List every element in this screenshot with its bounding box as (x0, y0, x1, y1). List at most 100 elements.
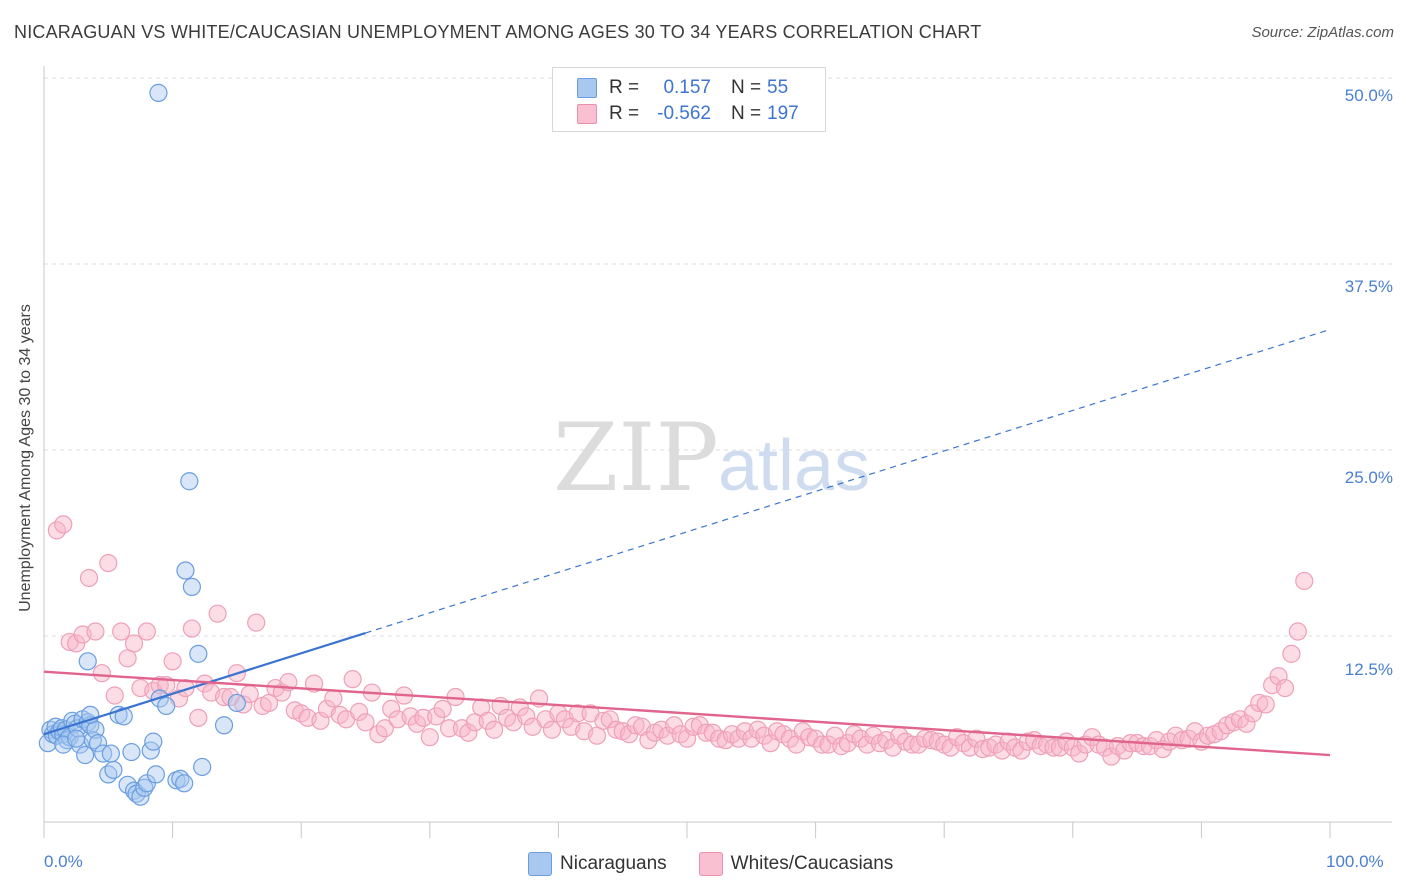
nicaraguan-point (101, 744, 120, 763)
white-caucasian-point (375, 719, 394, 738)
white-caucasian-point (600, 710, 619, 729)
white-caucasian-trend-line (43, 670, 1331, 757)
white-caucasian-point (1250, 693, 1269, 713)
y-tick-label: 25.0% (1344, 468, 1393, 487)
white-caucasian-point (439, 719, 459, 738)
legend-item-label: Nicaraguans (560, 853, 667, 874)
white-caucasian-point (92, 664, 111, 683)
y-tick-label: 37.5% (1344, 277, 1393, 296)
nicaraguan-point (175, 774, 194, 793)
correlation-legend: R = 0.157 N = 55 R = -0.562 N = 197 (552, 67, 826, 132)
white-caucasian-point (639, 731, 658, 750)
white-caucasian-point (124, 634, 144, 653)
trend-lines (43, 328, 1331, 757)
legend-n-value: 197 (767, 103, 799, 124)
white-caucasian-point (478, 711, 497, 730)
legend-swatch-pink (698, 852, 723, 876)
nicaraguan-point (182, 577, 201, 596)
white-caucasian-point (485, 720, 504, 739)
white-caucasian-point (459, 723, 478, 742)
legend-row-whites: R = -0.562 N = 197 (577, 102, 799, 126)
nicaraguan-point (67, 729, 86, 748)
white-caucasian-point (150, 676, 169, 695)
white-caucasian-point (542, 720, 562, 739)
legend-r-label: R = (609, 103, 640, 124)
legend-r-value: -0.562 (657, 103, 711, 124)
white-caucasian-point (67, 634, 86, 653)
nicaraguan-point (193, 757, 212, 777)
white-caucasian-point (382, 699, 401, 719)
nicaraguan-trend-extension (365, 328, 1331, 634)
nicaraguan-trend-line (43, 631, 366, 736)
white-caucasian-point (626, 716, 645, 735)
white-caucasian-point (189, 708, 208, 727)
white-caucasian-point (1288, 622, 1307, 641)
white-caucasian-point (356, 713, 375, 732)
nicaraguan-point (189, 644, 208, 663)
axes (43, 66, 1392, 838)
white-caucasian-point (234, 695, 253, 714)
white-caucasian-point (517, 707, 536, 726)
gridlines (44, 77, 1392, 637)
y-tick-label: 12.5% (1344, 660, 1393, 679)
legend-r-label: R = (609, 77, 640, 98)
chart-title: NICARAGUAN VS WHITE/CAUCASIAN UNEMPLOYME… (14, 22, 982, 42)
white-caucasian-point (247, 613, 266, 632)
white-caucasian-point (1295, 571, 1314, 591)
white-caucasian-point (208, 604, 227, 623)
nicaraguan-point (146, 765, 165, 784)
white-caucasian-point (433, 699, 452, 719)
white-caucasian-point (137, 622, 156, 641)
white-caucasian-point (1243, 704, 1262, 723)
white-caucasian-point (568, 704, 587, 723)
nicaraguan-point (144, 732, 163, 751)
white-caucasian-point (1082, 728, 1102, 747)
nicaraguan-point (149, 83, 168, 102)
nicaraguan-point (176, 561, 195, 580)
nicaraguan-point (180, 472, 199, 491)
white-caucasian-point (1012, 741, 1031, 760)
white-caucasian-point (182, 619, 201, 638)
x-tick-label-min: 0.0% (44, 852, 83, 871)
white-caucasian-point (163, 652, 182, 671)
legend-r-value: 0.157 (663, 77, 711, 98)
watermark-zip: ZIP (553, 404, 719, 513)
white-caucasian-point (427, 707, 446, 726)
legend-item-label: Whites/Caucasians (730, 853, 894, 874)
legend-swatch-pink (577, 104, 597, 124)
legend-item-whites[interactable]: Whites/Caucasians (698, 852, 894, 876)
white-caucasian-point (665, 716, 684, 735)
x-tick-label-max: 100.0% (1326, 852, 1384, 871)
nicaraguan-point (157, 696, 176, 716)
white-caucasian-point (812, 735, 832, 754)
white-caucasian-point (420, 728, 439, 747)
white-caucasian-point (1070, 744, 1089, 763)
white-caucasian-point (112, 622, 131, 641)
white-caucasian-point (729, 729, 748, 748)
white-caucasian-point (54, 515, 73, 534)
white-caucasian-point (86, 622, 105, 641)
white-caucasian-point (1282, 644, 1301, 663)
nicaraguan-point (78, 652, 97, 671)
legend-n-value: 55 (767, 77, 789, 98)
nicaraguan-point (88, 734, 108, 753)
white-caucasian-point (1256, 695, 1275, 714)
white-caucasian-point (594, 711, 613, 730)
white-caucasian-point (324, 689, 343, 708)
nicaraguan-point (94, 744, 113, 763)
watermark-atlas: atlas (718, 426, 870, 506)
white-caucasian-point (967, 729, 986, 748)
legend-swatch-blue (577, 78, 597, 98)
nicaraguan-point (122, 742, 141, 762)
source-label: Source: ZipAtlas.com (1251, 24, 1394, 41)
white-caucasian-point (1237, 714, 1256, 733)
white-caucasian-point (1275, 678, 1295, 698)
white-caucasian-points (47, 515, 1314, 766)
legend-n-label: N = (731, 77, 762, 98)
nicaraguan-point (104, 760, 123, 780)
series-legend: Nicaraguans Whites/Caucasians (528, 852, 925, 876)
y-tick-label: 50.0% (1344, 86, 1393, 105)
legend-item-nicaraguans[interactable]: Nicaraguans (528, 852, 667, 876)
legend-n-label: N = (731, 103, 762, 124)
